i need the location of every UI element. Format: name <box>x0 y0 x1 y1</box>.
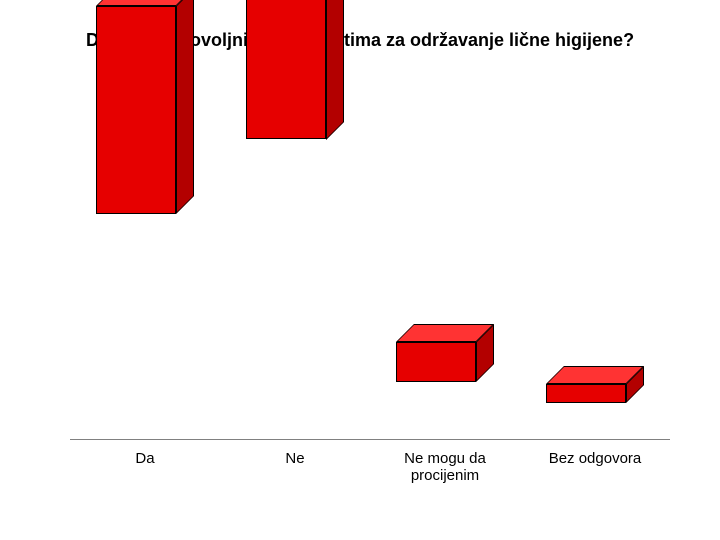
chart-container: Da li ste zadovoljni mogućnostima za odr… <box>0 0 720 540</box>
bar-side <box>176 0 194 214</box>
bar <box>246 139 344 440</box>
bar <box>396 382 494 440</box>
category-label: Bez odgovora <box>520 450 670 467</box>
bar <box>546 403 644 440</box>
bar-front <box>96 6 176 214</box>
category-label: Da <box>70 450 220 467</box>
category-label: Ne mogu da procijenim <box>370 450 520 484</box>
plot-area: 37, 8% 51, 4% 7, 3% <box>70 110 670 440</box>
category-label: Ne <box>220 450 370 467</box>
bar <box>96 214 194 440</box>
bar-front <box>396 342 476 382</box>
bar-front <box>246 0 326 139</box>
bar-side <box>326 0 344 139</box>
bar-front <box>546 384 626 403</box>
